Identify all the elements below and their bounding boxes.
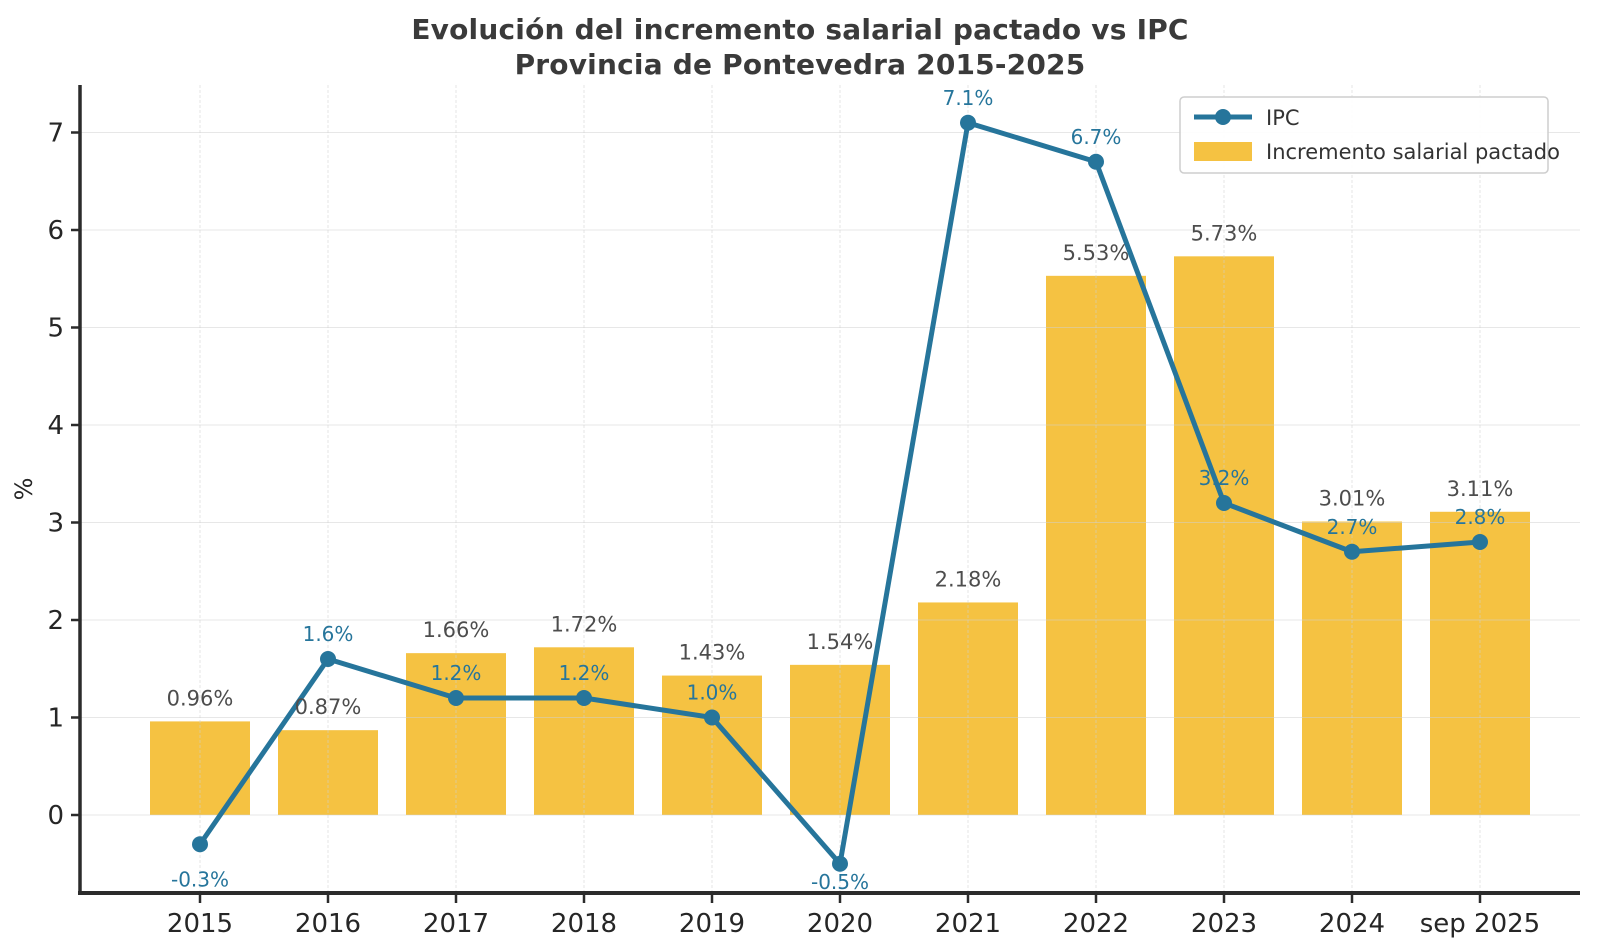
ipc-marker-2021 (960, 114, 976, 131)
y-axis-label: % (10, 478, 38, 501)
chart-title-line2: Provincia de Pontevedra 2015-2025 (514, 48, 1086, 81)
y-tick-label-1: 1 (47, 704, 64, 734)
y-tick-label-4: 4 (47, 411, 64, 441)
ipc-value-label-sep-2025: 2.8% (1455, 505, 1506, 529)
legend-box (1179, 96, 1549, 174)
x-tick-label-2018: 2018 (551, 909, 617, 939)
bar-value-label-2020: 1.54% (807, 630, 874, 654)
x-tick-label-2023: 2023 (1191, 909, 1257, 939)
ipc-marker-2019 (704, 709, 720, 726)
ipc-marker-2017 (448, 690, 464, 706)
y-tick-label-2: 2 (47, 606, 64, 636)
bar-value-label-2019: 1.43% (679, 641, 746, 665)
bar-2021 (918, 602, 1018, 815)
x-tick-label-2015: 2015 (167, 909, 233, 939)
bar-value-label-2018: 1.72% (551, 612, 618, 636)
ipc-value-label-2016: 1.6% (303, 622, 354, 646)
x-tick-label-2019: 2019 (679, 909, 745, 939)
ipc-marker-2024 (1344, 543, 1360, 560)
legend-label-ipc: IPC (1266, 106, 1300, 130)
y-tick-label-6: 6 (47, 216, 64, 246)
x-tick-label-2020: 2020 (807, 909, 873, 939)
y-tick-label-7: 7 (47, 119, 64, 149)
ipc-value-label-2021: 7.1% (943, 86, 994, 110)
y-tick-label-3: 3 (47, 509, 64, 539)
ipc-value-label-2015: -0.3% (171, 867, 229, 891)
ipc-marker-2020 (832, 855, 848, 872)
ipc-value-label-2019: 1.0% (687, 681, 738, 705)
x-tick-label-2022: 2022 (1063, 909, 1129, 939)
legend-line-marker (1215, 109, 1231, 125)
legend-bar-swatch (1194, 142, 1252, 161)
ipc-value-label-2023: 3.2% (1199, 466, 1250, 490)
ipc-marker-2018 (576, 690, 592, 706)
chart-title-line1: Evolución del incremento salarial pactad… (411, 13, 1189, 46)
bar-value-label-2021: 2.18% (935, 567, 1002, 591)
bar-value-label-2024: 3.01% (1319, 487, 1386, 511)
ipc-marker-sep-2025 (1472, 534, 1488, 550)
bar-value-label-2022: 5.53% (1063, 241, 1130, 265)
ipc-value-label-2020: -0.5% (811, 870, 869, 894)
ipc-marker-2016 (320, 651, 336, 667)
ipc-marker-2022 (1088, 153, 1104, 170)
legend-label-incremento: Incremento salarial pactado (1266, 140, 1560, 164)
bar-2020 (790, 664, 890, 815)
ipc-value-label-2024: 2.7% (1327, 515, 1378, 539)
chart-title: Evolución del incremento salarial pactad… (0, 12, 1600, 82)
y-tick-label-5: 5 (47, 314, 64, 344)
bar-value-label-2017: 1.66% (423, 618, 490, 642)
bar-value-label-2016: 0.87% (295, 695, 362, 719)
bar-value-label-2015: 0.96% (167, 686, 234, 710)
ipc-value-label-2018: 1.2% (559, 661, 610, 685)
x-tick-label-sep-2025: sep 2025 (1420, 909, 1540, 939)
bar-value-label-sep-2025: 3.11% (1447, 477, 1514, 501)
x-tick-label-2016: 2016 (295, 909, 361, 939)
bar-value-label-2023: 5.73% (1191, 221, 1258, 245)
y-tick-label-0: 0 (47, 801, 64, 831)
x-tick-label-2024: 2024 (1319, 909, 1385, 939)
ipc-marker-2015 (192, 836, 208, 853)
ipc-value-label-2017: 1.2% (431, 661, 482, 685)
ipc-marker-2023 (1216, 495, 1232, 511)
x-tick-label-2021: 2021 (935, 909, 1001, 939)
x-tick-label-2017: 2017 (423, 909, 489, 939)
ipc-value-label-2022: 6.7% (1071, 125, 1122, 149)
